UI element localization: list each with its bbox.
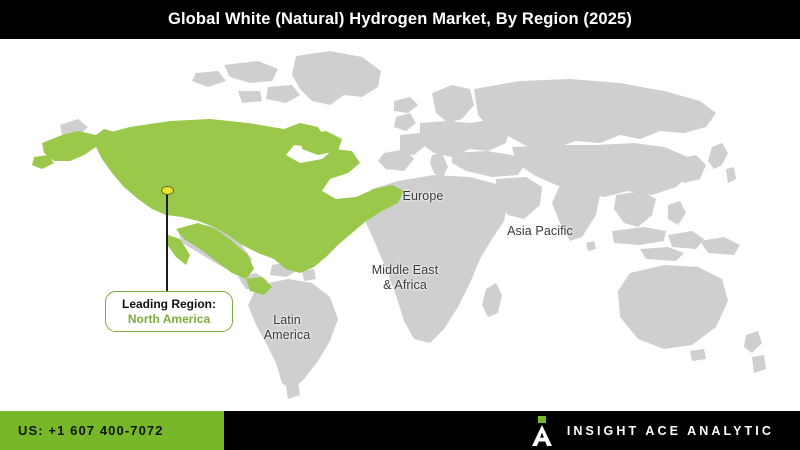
insight-ace-a-logo-icon	[531, 415, 553, 446]
page-title: Global White (Natural) Hydrogen Market, …	[167, 10, 633, 28]
callout-title-label: Leading Region:	[122, 297, 216, 311]
map-highlighted-region-north-america	[32, 119, 404, 295]
brand-name-label: INSIGHT ACE ANALYTIC	[566, 423, 774, 438]
leading-region-callout[interactable]: Leading Region: North America	[105, 291, 233, 332]
callout-leader-line	[166, 193, 168, 292]
footer-phone-number: US: +1 607 400-7072	[18, 423, 164, 438]
map-pin-icon	[161, 186, 174, 195]
region-label-middle-east-africa: Middle East & Africa	[371, 263, 439, 292]
world-map-container: Europe Asia Pacific Middle East & Africa…	[0, 39, 800, 411]
map-base-regions	[60, 51, 766, 399]
world-map-graphic	[32, 51, 766, 399]
region-label-europe: Europe	[402, 189, 444, 203]
region-label-latin-america: Latin America	[263, 313, 311, 342]
footer-bar: US: +1 607 400-7072 INSIGHT ACE ANALYTIC	[0, 411, 800, 450]
footer-phone-band[interactable]: US: +1 607 400-7072	[0, 411, 224, 450]
footer-brand: INSIGHT ACE ANALYTIC	[531, 411, 774, 450]
callout-region-value: North America	[127, 312, 211, 326]
region-label-asia-pacific: Asia Pacific	[507, 224, 573, 238]
header-bar: Global White (Natural) Hydrogen Market, …	[0, 0, 800, 39]
